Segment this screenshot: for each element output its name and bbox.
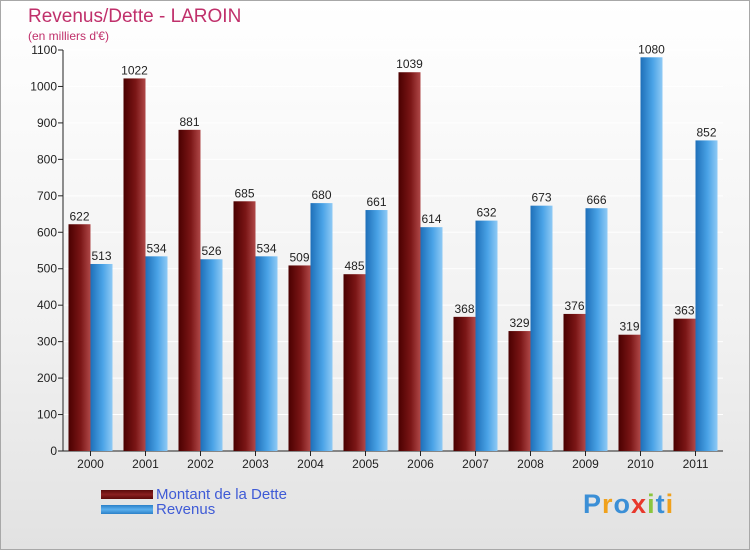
proxiti-logo: Proxiti — [583, 489, 674, 520]
data-label-dette: 485 — [344, 259, 364, 273]
data-label-dette: 368 — [454, 302, 474, 316]
bar-dette — [123, 78, 146, 452]
x-tick-label: 2007 — [462, 457, 489, 471]
logo-letter: i — [647, 489, 656, 519]
x-tick-label: 2009 — [572, 457, 599, 471]
data-label-revenus: 673 — [531, 191, 551, 205]
x-tick-label: 2008 — [517, 457, 544, 471]
logo-letter: r — [602, 489, 614, 519]
bar-dette — [563, 313, 586, 451]
logo-letter: P — [583, 489, 603, 519]
bar-dette — [178, 129, 201, 451]
bar-revenus — [310, 203, 333, 451]
bar-dette — [343, 274, 366, 451]
data-label-revenus: 632 — [476, 206, 496, 220]
bar-revenus — [365, 210, 388, 451]
bar-revenus — [90, 263, 113, 451]
legend-swatch-dette — [101, 490, 153, 499]
data-label-dette: 319 — [619, 320, 639, 334]
x-tick-label: 2005 — [352, 457, 379, 471]
bar-revenus — [420, 227, 443, 451]
y-tick-label: 0 — [50, 444, 57, 458]
data-label-revenus: 852 — [696, 125, 716, 139]
bar-dette — [68, 224, 91, 451]
chart-title: Revenus/Dette - LAROIN — [28, 6, 242, 27]
x-tick-label: 2011 — [683, 457, 709, 471]
data-label-revenus: 534 — [146, 241, 166, 255]
y-tick-label: 600 — [37, 225, 57, 239]
bar-dette — [398, 72, 421, 451]
data-label-revenus: 534 — [256, 241, 276, 255]
y-tick-label: 500 — [37, 262, 57, 276]
y-tick-label: 900 — [37, 116, 57, 130]
bar-revenus — [695, 140, 718, 451]
x-tick-label: 2000 — [77, 457, 104, 471]
logo-letter: i — [665, 489, 675, 519]
data-label-revenus: 680 — [311, 188, 331, 202]
logo-letter: o — [613, 489, 632, 519]
data-label-revenus: 614 — [421, 212, 441, 226]
legend-swatch-revenus — [101, 505, 153, 514]
data-label-dette: 1022 — [121, 63, 148, 77]
x-tick-label: 2010 — [627, 457, 654, 471]
data-label-dette: 1039 — [396, 57, 423, 71]
x-tick-label: 2002 — [187, 457, 214, 471]
data-label-dette: 881 — [179, 115, 199, 129]
y-tick-label: 1100 — [31, 43, 57, 57]
bar-revenus — [585, 208, 608, 451]
bar-revenus — [255, 256, 278, 451]
data-label-dette: 376 — [564, 299, 584, 313]
bar-revenus — [145, 256, 168, 451]
bar-dette — [618, 334, 641, 451]
y-tick-label: 700 — [37, 189, 57, 203]
data-label-revenus: 526 — [201, 244, 221, 258]
x-tick-label: 2001 — [132, 457, 159, 471]
data-label-revenus: 661 — [366, 195, 386, 209]
data-label-dette: 363 — [674, 304, 694, 318]
data-label-revenus: 666 — [586, 193, 606, 207]
y-tick-label: 300 — [37, 335, 57, 349]
y-tick-label: 100 — [37, 408, 57, 422]
y-tick-label: 800 — [37, 152, 57, 166]
bar-dette — [508, 331, 531, 451]
chart-subtitle: (en milliers d'€) — [28, 29, 109, 43]
data-label-dette: 685 — [234, 186, 254, 200]
bar-revenus — [640, 57, 663, 452]
bar-dette — [453, 316, 476, 451]
x-tick-label: 2006 — [407, 457, 434, 471]
y-tick-label: 400 — [37, 298, 57, 312]
y-tick-label: 1000 — [30, 79, 57, 93]
bar-revenus — [475, 220, 498, 451]
bar-dette — [233, 201, 256, 451]
data-label-revenus: 1080 — [638, 42, 665, 56]
bar-revenus — [530, 205, 553, 451]
bar-dette — [673, 318, 696, 451]
logo-letter: x — [631, 489, 648, 519]
logo-letter: t — [655, 489, 666, 519]
legend-label-dette: Montant de la Dette — [156, 486, 287, 503]
data-label-dette: 622 — [69, 209, 89, 223]
y-tick-label: 200 — [37, 371, 57, 385]
bar-dette — [288, 265, 311, 451]
legend-label-revenus: Revenus — [156, 501, 216, 518]
data-label-dette: 329 — [509, 316, 529, 330]
bar-revenus — [200, 259, 223, 451]
data-label-revenus: 513 — [91, 249, 111, 263]
data-label-dette: 509 — [289, 250, 309, 264]
x-tick-label: 2003 — [242, 457, 269, 471]
x-tick-label: 2004 — [297, 457, 324, 471]
